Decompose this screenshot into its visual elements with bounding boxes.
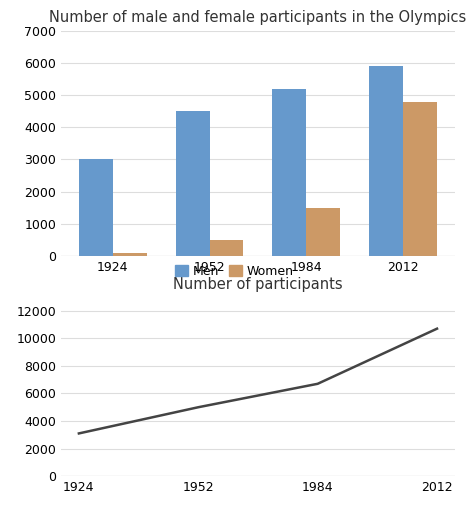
Bar — [210, 240, 243, 256]
Bar — [272, 89, 306, 256]
Legend: Men, Women: Men, Women — [170, 260, 299, 283]
Title: Number of male and female participants in the Olympics: Number of male and female participants i… — [49, 10, 467, 26]
Bar — [79, 159, 113, 256]
Bar — [403, 101, 437, 256]
Bar — [176, 111, 210, 256]
Bar — [369, 66, 403, 256]
Title: Number of participants: Number of participants — [173, 276, 343, 292]
Bar — [113, 253, 147, 256]
Bar — [306, 208, 340, 256]
